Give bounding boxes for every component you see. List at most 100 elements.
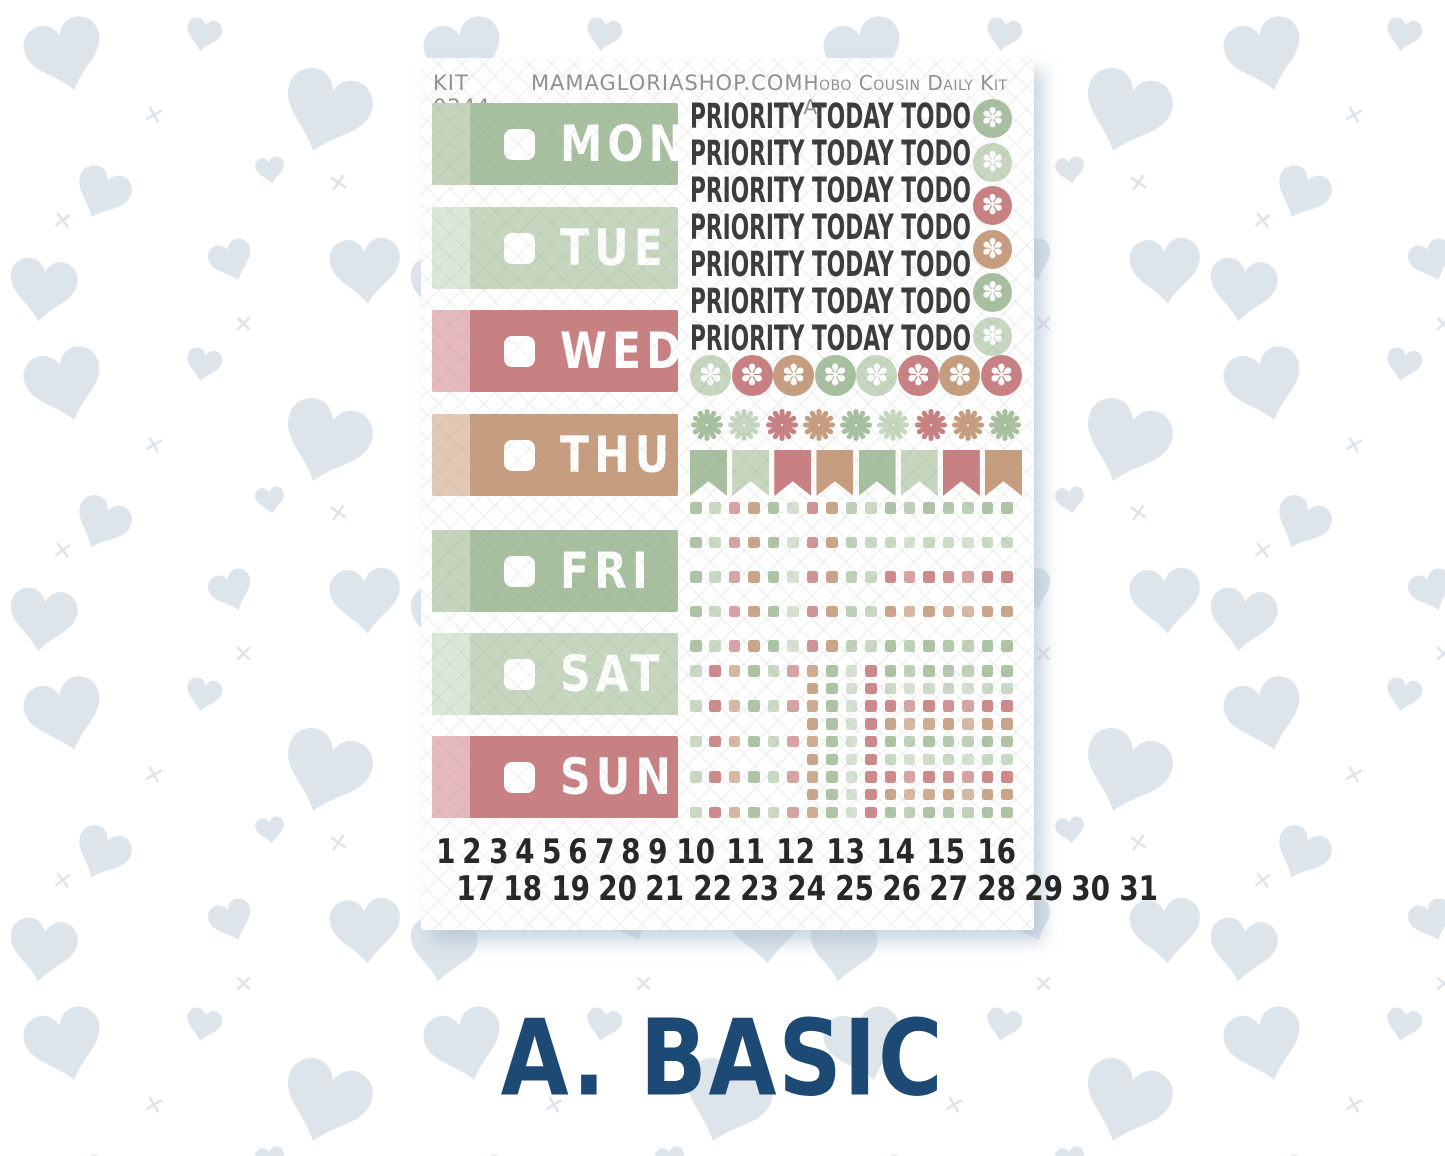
checkbox-squares-grid-lower <box>690 665 1022 825</box>
checkbox-square-sticker <box>767 502 780 514</box>
checkbox-square-sticker <box>923 640 935 652</box>
checkbox-square-sticker <box>865 753 877 765</box>
checkbox-square-sticker <box>942 665 955 677</box>
checkbox-square-sticker <box>865 682 877 695</box>
checkbox-square-sticker <box>942 682 955 695</box>
checkbox-square-sticker <box>826 665 838 677</box>
checkbox-square-sticker <box>884 682 896 695</box>
checkbox-square-sticker <box>748 665 760 677</box>
checkbox-square-sticker <box>903 718 916 730</box>
checkbox-square-sticker <box>845 682 858 695</box>
checkbox-square-sticker <box>884 571 896 583</box>
asterisk-icon: ✽ <box>981 233 1004 265</box>
checkbox-square-sticker <box>981 571 994 583</box>
checkbox-square-sticker <box>709 640 721 652</box>
checkbox-square-sticker <box>1001 605 1013 617</box>
checkbox-icon <box>504 658 535 690</box>
checkbox-square-sticker <box>903 700 916 712</box>
checkbox-square-sticker <box>787 806 799 819</box>
checkbox-square-sticker <box>865 571 877 583</box>
checkbox-square-sticker <box>748 640 760 652</box>
checkbox-square-sticker <box>981 700 994 712</box>
checkbox-square-sticker <box>748 502 760 514</box>
date-sticker: 27 <box>929 869 969 909</box>
checkbox-square-sticker <box>942 571 955 583</box>
day-header-sticker-sun: SUN <box>432 736 678 818</box>
checkbox-square-sticker <box>845 718 858 730</box>
checkbox-square-sticker <box>981 682 994 695</box>
checkbox-square-sticker <box>806 571 819 583</box>
checkbox-square-sticker <box>690 665 702 677</box>
asterisk-circle-sticker: ✽ <box>973 273 1012 312</box>
checkbox-square-sticker <box>709 771 721 783</box>
checkbox-square-sticker <box>981 788 994 801</box>
checkbox-square-sticker <box>923 788 935 801</box>
checkbox-square-sticker <box>748 806 760 819</box>
checkbox-square-sticker <box>748 536 760 548</box>
flag-sticker <box>774 450 812 496</box>
checkbox-square-sticker <box>903 665 916 677</box>
checkbox-square-sticker <box>728 700 741 712</box>
checkbox-square-sticker <box>1001 771 1013 783</box>
asterisk-icon: ✽ <box>906 358 931 392</box>
checkbox-square-sticker <box>903 788 916 801</box>
asterisk-icon: ✽ <box>781 358 806 392</box>
asterisk-circle-sticker: ✽ <box>814 355 856 396</box>
checkbox-icon <box>504 555 535 587</box>
checkbox-square-sticker <box>865 788 877 801</box>
flag-sticker <box>942 450 980 496</box>
day-label: THU <box>560 426 675 484</box>
checkbox-squares-row <box>690 682 1022 695</box>
date-sticker: 23 <box>740 869 780 909</box>
checkbox-square-sticker <box>923 665 935 677</box>
checkbox-square-sticker <box>1001 718 1013 730</box>
date-sticker: 16 <box>976 832 1016 872</box>
day-label: SAT <box>560 645 665 703</box>
checkbox-square-sticker <box>962 806 974 819</box>
flag-sticker-row <box>690 450 1022 496</box>
checkbox-square-sticker <box>962 502 974 514</box>
checkbox-square-sticker <box>981 640 994 652</box>
checkbox-square-sticker <box>728 605 741 617</box>
checkbox-square-sticker <box>728 735 741 748</box>
checkbox-square-sticker <box>923 735 935 748</box>
asterisk-circle-sticker: ✽ <box>731 355 773 396</box>
checkbox-square-sticker <box>845 788 858 801</box>
checkbox-icon <box>504 761 535 793</box>
checkbox-icon <box>504 232 535 264</box>
checkbox-square-sticker <box>845 806 858 819</box>
checkbox-squares-row <box>690 718 1022 730</box>
checkbox-square-sticker <box>845 771 858 783</box>
checkbox-square-sticker <box>709 806 721 819</box>
date-sticker: 12 <box>776 832 816 872</box>
day-label: MON <box>560 115 678 173</box>
checkbox-square-sticker <box>981 771 994 783</box>
priority-today-todo-sticker: PRIORITY TODAY TODO <box>690 281 971 322</box>
asterisk-icon: ✽ <box>864 358 889 392</box>
checkbox-square-sticker <box>903 771 916 783</box>
day-header-sticker-mon: MON <box>432 103 678 185</box>
checkbox-square-sticker <box>690 735 702 748</box>
checkbox-square-sticker <box>962 605 974 617</box>
checkbox-square-sticker <box>1001 640 1013 652</box>
checkbox-square-sticker <box>865 700 877 712</box>
checkbox-square-sticker <box>903 806 916 819</box>
asterisk-circle-sticker: ✽ <box>973 186 1012 225</box>
date-sticker: 2 <box>462 832 482 872</box>
day-label: TUE <box>560 219 668 277</box>
checkbox-square-sticker <box>962 753 974 765</box>
checkbox-square-sticker <box>942 605 955 617</box>
checkbox-square-sticker <box>845 665 858 677</box>
checkbox-square-sticker <box>942 700 955 712</box>
checkbox-squares-row <box>690 640 1022 652</box>
checkbox-square-sticker <box>1001 788 1013 801</box>
checkbox-square-sticker <box>903 571 916 583</box>
checkbox-square-sticker <box>690 700 702 712</box>
checkbox-square-sticker <box>903 502 916 514</box>
checkbox-square-sticker <box>806 788 819 801</box>
asterisk-icon: ✽ <box>981 146 1004 178</box>
day-header-sticker-fri: FRI <box>432 530 678 612</box>
checkbox-square-sticker <box>884 771 896 783</box>
date-sticker: 22 <box>692 869 732 909</box>
checkbox-square-sticker <box>942 735 955 748</box>
